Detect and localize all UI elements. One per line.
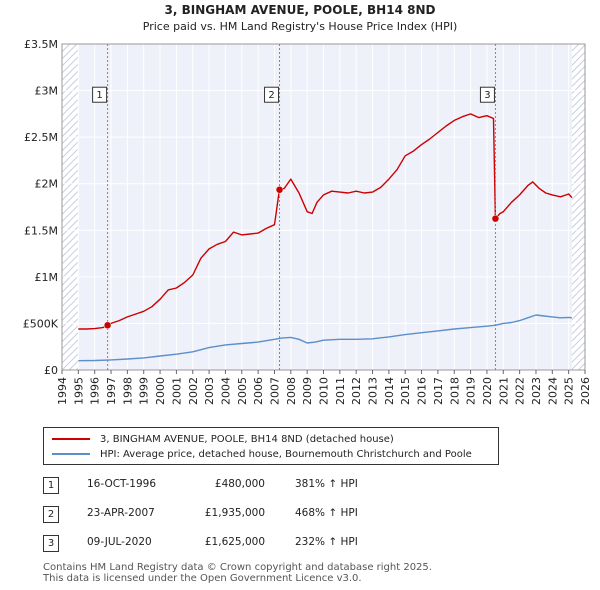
x-tick-label: 2015 (399, 377, 412, 405)
y-tick-label: £1.5M (24, 224, 58, 237)
hatch-region-left (62, 44, 79, 370)
y-tick-label: £500K (23, 317, 59, 330)
sale-date: 09-JUL-2020 (87, 536, 152, 548)
y-tick-label: £1M (35, 271, 59, 284)
legend-label-hpi: HPI: Average price, detached house, Bour… (100, 448, 472, 460)
sale-number: 3 (43, 535, 59, 552)
sale-point (491, 214, 500, 223)
legend-item-hpi: HPI: Average price, detached house, Bour… (52, 447, 472, 461)
x-tick-label: 1997 (105, 377, 118, 405)
x-tick-label: 2020 (481, 377, 494, 405)
sale-row: 1 16-OCT-1996 £480,000 381% ↑ HPI (43, 474, 463, 503)
x-tick-label: 2010 (318, 377, 331, 405)
sale-point (103, 321, 112, 330)
x-tick-label: 2006 (252, 377, 265, 405)
x-tick-label: 2004 (219, 377, 232, 405)
legend-swatch-property (52, 438, 90, 440)
x-tick-label: 2001 (170, 377, 183, 405)
sale-price: £1,935,000 (204, 507, 265, 519)
price-chart: 3, BINGHAM AVENUE, POOLE, BH14 8ND Price… (23, 3, 592, 405)
y-tick-label: £0 (44, 364, 58, 377)
x-tick-label: 1999 (138, 377, 151, 405)
x-tick-label: 2003 (203, 377, 216, 405)
x-tick-label: 2021 (497, 377, 510, 405)
x-tick-label: 2012 (350, 377, 363, 405)
footer-copyright: Contains HM Land Registry data © Crown c… (43, 562, 432, 573)
x-tick-label: 2002 (187, 377, 200, 405)
sale-marker-label: 2 (268, 90, 274, 101)
sale-date: 23-APR-2007 (87, 507, 155, 519)
legend-item-property: 3, BINGHAM AVENUE, POOLE, BH14 8ND (deta… (52, 432, 394, 446)
y-tick-label: £2M (35, 178, 59, 191)
sales-table: 1 16-OCT-1996 £480,000 381% ↑ HPI 2 23-A… (43, 474, 463, 561)
sale-marker-box (92, 86, 108, 103)
x-tick-label: 2018 (448, 377, 461, 405)
footer-licence: This data is licensed under the Open Gov… (43, 573, 362, 584)
x-tick-label: 2014 (383, 377, 396, 405)
chart-title: 3, BINGHAM AVENUE, POOLE, BH14 8ND (165, 3, 436, 17)
x-tick-label: 2026 (579, 377, 592, 405)
sale-row: 2 23-APR-2007 £1,935,000 468% ↑ HPI (43, 503, 463, 532)
hatch-region-right (571, 44, 585, 370)
legend-label-property: 3, BINGHAM AVENUE, POOLE, BH14 8ND (deta… (100, 433, 394, 445)
sale-row: 3 09-JUL-2020 £1,625,000 232% ↑ HPI (43, 532, 463, 561)
sale-number: 2 (43, 506, 59, 523)
x-tick-label: 2008 (285, 377, 298, 405)
chart-subtitle: Price paid vs. HM Land Registry's House … (143, 20, 458, 33)
hpi-series-line (78, 314, 572, 362)
sale-hpi-change: 381% ↑ HPI (295, 478, 358, 490)
y-tick-label: £3.5M (24, 38, 58, 51)
sale-hpi-change: 232% ↑ HPI (295, 536, 358, 548)
x-tick-label: 2017 (432, 377, 445, 405)
x-tick-label: 2019 (465, 377, 478, 405)
x-tick-label: 1996 (89, 377, 102, 405)
sale-date: 16-OCT-1996 (87, 478, 156, 490)
x-tick-label: 2011 (334, 377, 347, 405)
footer: Contains HM Land Registry data © Crown c… (43, 562, 432, 584)
x-tick-label: 1998 (121, 377, 134, 405)
x-tick-label: 2009 (301, 377, 314, 405)
x-tick-label: 2016 (416, 377, 429, 405)
sale-price: £480,000 (214, 478, 265, 490)
x-tick-label: 2007 (268, 377, 281, 405)
sale-marker-label: 1 (96, 90, 102, 101)
x-tick-label: 2025 (563, 377, 576, 405)
x-tick-label: 2005 (236, 377, 249, 405)
y-tick-label: £2.5M (24, 131, 58, 144)
x-tick-label: 2022 (514, 377, 527, 405)
x-tick-label: 2013 (367, 377, 380, 405)
sale-marker-label: 3 (484, 90, 490, 101)
x-tick-label: 1994 (56, 377, 69, 405)
x-tick-label: 2000 (154, 377, 167, 405)
x-tick-label: 2024 (546, 377, 559, 405)
sale-price: £1,625,000 (204, 536, 265, 548)
legend-swatch-hpi (52, 453, 90, 455)
sale-marker-box (264, 86, 280, 103)
sale-hpi-change: 468% ↑ HPI (295, 507, 358, 519)
legend: 3, BINGHAM AVENUE, POOLE, BH14 8ND (deta… (43, 427, 499, 465)
sale-marker-box (479, 86, 495, 103)
y-tick-label: £3M (35, 85, 59, 98)
sale-point (275, 186, 284, 194)
sale-number: 1 (43, 477, 59, 494)
x-tick-label: 2023 (530, 377, 543, 405)
property-series-line (78, 113, 573, 330)
x-tick-label: 1995 (72, 377, 85, 405)
